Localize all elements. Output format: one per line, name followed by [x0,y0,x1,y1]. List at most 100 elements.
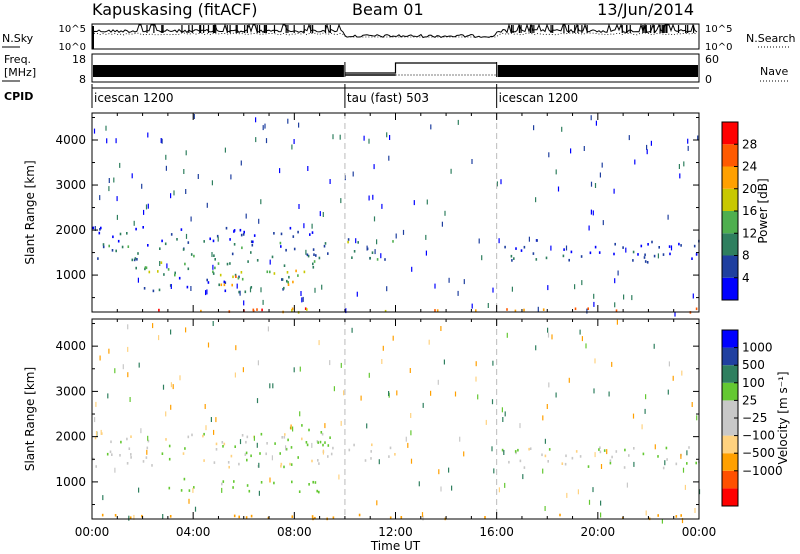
power-cell [374,249,376,255]
power-cell [457,119,459,125]
power-cell [92,226,95,230]
velocity-cell [233,480,235,483]
power-cell [112,235,114,239]
power-cell [262,299,264,305]
power-cell [292,235,295,238]
velocity-cell [340,362,342,368]
power-cell [135,227,137,231]
velocity-cell [256,398,259,404]
nsearch-tick-top: 10^5 [705,24,732,35]
velocity-cell [314,481,317,484]
power-cell [351,256,353,259]
power-cell [692,293,694,299]
velocity-cell [548,448,551,451]
velocity-cell [204,404,206,409]
power-cell [631,295,633,301]
velocity-cell [110,440,112,444]
velocity-cell [559,513,561,517]
velocity-cell [410,430,412,436]
velocity-cell [311,459,313,463]
station-title: Kapuskasing (fitACF) [92,0,258,19]
velocity-colorbar-label: −1000 [742,464,783,478]
velocity-colorbar-label: −25 [742,411,767,425]
power-cell [183,169,185,174]
velocity-background [92,319,699,519]
nsearch-label: N.Search [746,32,796,45]
power-cell [369,256,371,260]
power-cell [230,174,232,180]
power-cell [481,255,483,261]
velocity-cell [430,390,432,396]
velocity-cell [130,456,132,459]
power-cell [255,137,257,143]
power-cell [384,258,386,261]
power-cell [448,277,450,283]
x-tick-label: 00:00 [75,525,110,539]
nave-tick-top: 60 [705,53,719,66]
power-cell [632,259,634,262]
power-cell [332,134,334,140]
power-cell [444,210,446,216]
velocity-cell [484,516,486,519]
x-tick-label: 00:00 [682,525,717,539]
velocity-cell [146,446,149,450]
velocity-cell [311,442,313,448]
power-cell [384,309,387,313]
power-cell [628,135,630,141]
power-cell [250,286,253,289]
power-cell [602,220,604,226]
power-cell [644,260,647,263]
power-cell [239,228,242,232]
velocity-cell [661,518,663,524]
velocity-cell [213,461,216,464]
power-cell [102,243,105,246]
power-cell [297,274,299,277]
velocity-cell [234,372,236,378]
velocity-cell [280,465,282,468]
power-cell [261,308,263,312]
power-cell [147,203,149,209]
velocity-cell [126,462,129,465]
velocity-cell [599,446,601,449]
velocity-cell [498,487,500,493]
power-cell [127,245,130,248]
date-title: 13/Jun/2014 [597,0,694,19]
velocity-cell [370,450,372,453]
power-cell [622,246,624,249]
power-cell [170,284,172,289]
velocity-cell [114,368,116,374]
power-cell [322,212,324,217]
power-cell [239,290,241,296]
power-cell [184,262,186,266]
power-cell [295,269,297,273]
power-cell [244,290,247,294]
power-cell [307,166,309,171]
velocity-cell [657,455,659,458]
velocity-cell [265,452,267,456]
velocity-cell [317,441,319,444]
power-cell [137,277,139,283]
power-cell [214,258,216,261]
power-cell [207,281,210,284]
velocity-colorbar-label: 1000 [742,341,773,355]
power-cell [233,243,236,246]
power-cell [173,190,175,196]
power-cell [288,275,290,279]
velocity-cell [213,429,215,435]
power-cell [99,195,101,201]
velocity-colorbar-label: 25 [742,393,757,407]
power-cell [269,270,271,274]
velocity-cell [140,428,142,434]
velocity-cell [633,447,635,450]
power-cell [547,285,549,291]
velocity-colorbar-swatch [722,365,738,383]
velocity-cell [626,482,628,488]
velocity-colorbar-swatch [722,418,738,436]
power-cell [219,273,222,277]
velocity-cell [284,433,286,436]
power-cell [165,165,167,171]
velocity-cell [258,462,260,468]
velocity-cell [329,436,331,439]
power-cell [279,168,281,174]
